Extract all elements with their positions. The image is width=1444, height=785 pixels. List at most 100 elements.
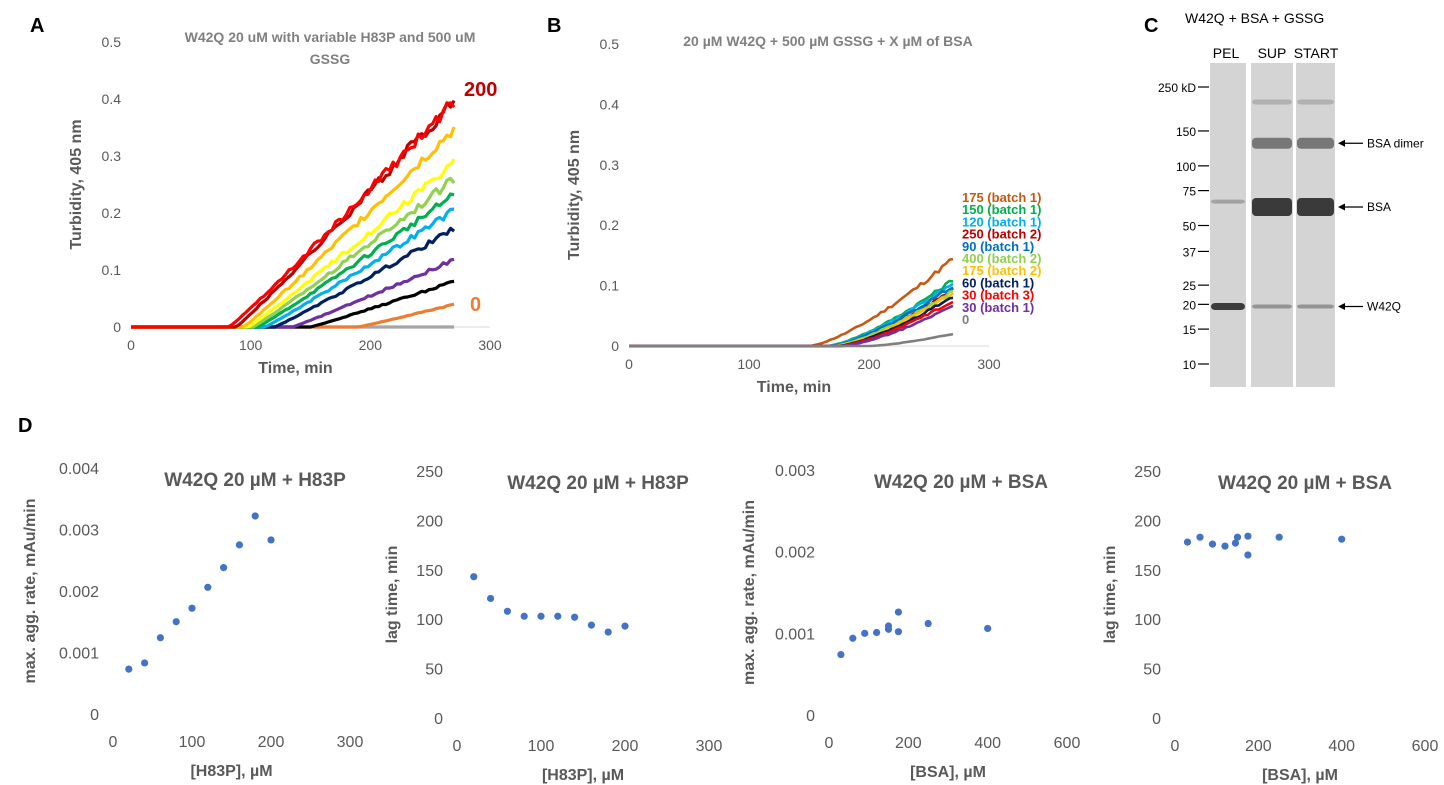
gel-band [1297, 305, 1334, 309]
series-line [629, 291, 953, 346]
y-tick-label: 50 [1143, 662, 1161, 679]
lane-label: START [1294, 45, 1339, 61]
annotation-min: 0 [470, 294, 481, 316]
data-point [1338, 536, 1345, 543]
x-tick-label: 100 [737, 356, 761, 372]
y-tick-label: 50 [425, 662, 443, 679]
gel-lane [1296, 63, 1335, 387]
chart-panel-d3: 0 0.001 0.002 0.003 0 200 400 600 [BSA], µM max. … [741, 463, 1080, 781]
gel-title: W42Q + BSA + GSSG [1185, 10, 1324, 26]
y-tick-label: 0 [434, 711, 443, 728]
arrow-head [1338, 140, 1345, 147]
x-axis-title: [H83P], µM [542, 767, 624, 784]
ladder-label: 20 [1183, 298, 1197, 312]
x-tick-label: 0 [109, 734, 118, 751]
gel-band [1297, 198, 1334, 216]
y-tick-label: 0 [90, 707, 99, 724]
ladder-label: 100 [1176, 160, 1196, 174]
x-tick-label: 200 [258, 734, 285, 751]
data-point [885, 622, 892, 629]
panel-label-b: B [547, 15, 561, 37]
y-tick-label: 250 [1134, 464, 1161, 481]
annotation-max: 200 [464, 79, 497, 101]
x-axis-title: [BSA], µM [910, 764, 986, 781]
y-tick-label: 0.001 [775, 626, 815, 643]
series-line [131, 194, 454, 327]
y-axis-title: max. agg. rate, mAu/min [741, 500, 758, 685]
y-tick-label: 0 [806, 708, 815, 725]
chart-title-line: W42Q 20 uM with variable H83P and 500 uM [185, 29, 476, 45]
x-tick-label: 0 [127, 337, 135, 353]
data-point [1276, 534, 1283, 541]
x-tick-label: 300 [478, 337, 502, 353]
y-tick-label: 0.003 [775, 463, 815, 480]
ladder-label: 15 [1183, 323, 1197, 337]
y-tick-label: 150 [416, 563, 443, 580]
y-tick-label: 0.001 [59, 646, 99, 663]
y-tick-label: 100 [1134, 612, 1161, 629]
data-point [220, 564, 227, 571]
ladder-label: 250 kD [1158, 81, 1196, 95]
y-axis-title: lag time, min [384, 546, 401, 644]
data-point [141, 659, 148, 666]
gel-band [1252, 198, 1292, 216]
y-tick-label: 0 [1152, 711, 1161, 728]
y-tick-label: 0.4 [102, 91, 122, 107]
data-point [204, 584, 211, 591]
y-tick-label: 0.1 [102, 262, 122, 278]
chart-title-line: GSSG [310, 51, 351, 67]
chart-title: W42Q 20 µM + BSA [1218, 473, 1392, 494]
x-tick-label: 400 [974, 735, 1001, 752]
x-axis-title: [H83P], µM [190, 763, 272, 780]
y-axis-title: lag time, min [1102, 546, 1119, 644]
x-tick-label: 100 [179, 734, 206, 751]
gel-band [1211, 303, 1245, 310]
gel-lane [1210, 63, 1246, 387]
series-label: 30 (batch 1) [962, 300, 1034, 315]
data-point [571, 614, 578, 621]
lane-label: SUP [1258, 45, 1287, 61]
y-tick-label: 0.2 [102, 205, 122, 221]
chart-title: W42Q 20 µM + H83P [164, 470, 346, 491]
x-tick-label: 200 [1245, 738, 1272, 755]
data-point [849, 635, 856, 642]
lane-label: PEL [1213, 45, 1240, 61]
panel-label-a: A [30, 15, 44, 37]
arrow-head [1338, 303, 1345, 310]
gel-band [1297, 138, 1334, 149]
chart-title: W42Q 20 µM + H83P [507, 473, 689, 494]
data-point [504, 608, 511, 615]
gel-panel-c: W42Q + BSA + GSSG PEL SUP START 250 kD 150 100… [1158, 10, 1424, 387]
chart-title: 20 µM W42Q + 500 µM GSSG + X µM of BSA [683, 33, 973, 49]
x-tick-label: 0 [825, 735, 834, 752]
x-tick-label: 600 [1412, 738, 1439, 755]
x-tick-label: 300 [337, 734, 364, 751]
y-axis-title: max. agg. rate, mAu/min [22, 499, 39, 684]
y-tick-label: 0 [611, 338, 619, 354]
chart-title: W42Q 20 µM + BSA [874, 472, 1048, 493]
series-line [629, 302, 953, 346]
data-point [521, 613, 528, 620]
data-point [1184, 539, 1191, 546]
y-tick-label: 200 [1134, 513, 1161, 530]
y-axis-title: Turbidity, 405 nm [566, 130, 583, 260]
y-tick-label: 250 [416, 464, 443, 481]
data-point [588, 622, 595, 629]
data-point [157, 634, 164, 641]
y-tick-label: 0.002 [59, 584, 99, 601]
x-tick-label: 400 [1328, 738, 1355, 755]
gel-band [1252, 100, 1292, 105]
ladder-label: 37 [1183, 245, 1197, 259]
chart-panel-a: 0 0.1 0.2 0.3 0.4 0.5 0 100 200 300 Time, min Turbi… [68, 29, 502, 377]
series-line [629, 293, 953, 346]
data-point [895, 609, 902, 616]
x-tick-label: 0 [1171, 738, 1180, 755]
y-tick-label: 0.4 [600, 96, 620, 112]
series-line [629, 334, 953, 346]
data-point [470, 573, 477, 580]
y-tick-label: 0.5 [102, 34, 122, 50]
y-tick-label: 200 [416, 513, 443, 530]
gel-band [1211, 200, 1245, 204]
ladder-label: 150 [1176, 125, 1196, 139]
data-point [873, 629, 880, 636]
